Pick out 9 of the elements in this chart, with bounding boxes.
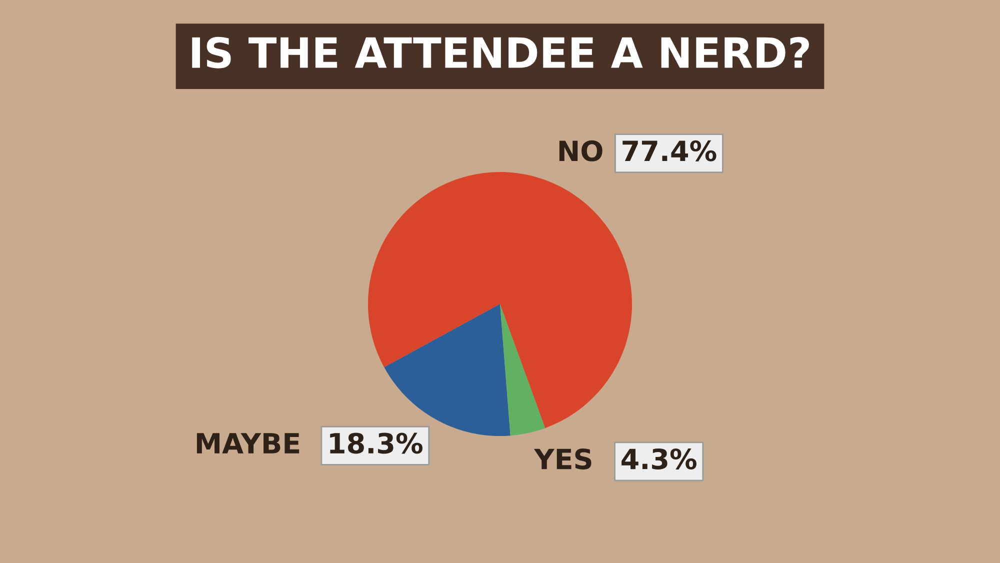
slice-label: YES	[534, 448, 592, 470]
data-label: 77.4%	[622, 140, 716, 162]
data-label: 18.3%	[330, 432, 422, 454]
pie-slice	[368, 172, 632, 428]
slice-label: MAYBE	[196, 433, 300, 454]
pie-slice	[500, 304, 546, 436]
chart-title: IS THE ATTENDEE A NERD?	[192, 36, 809, 68]
slice-label: NO	[559, 140, 602, 162]
data-label: 4.3%	[622, 448, 696, 470]
